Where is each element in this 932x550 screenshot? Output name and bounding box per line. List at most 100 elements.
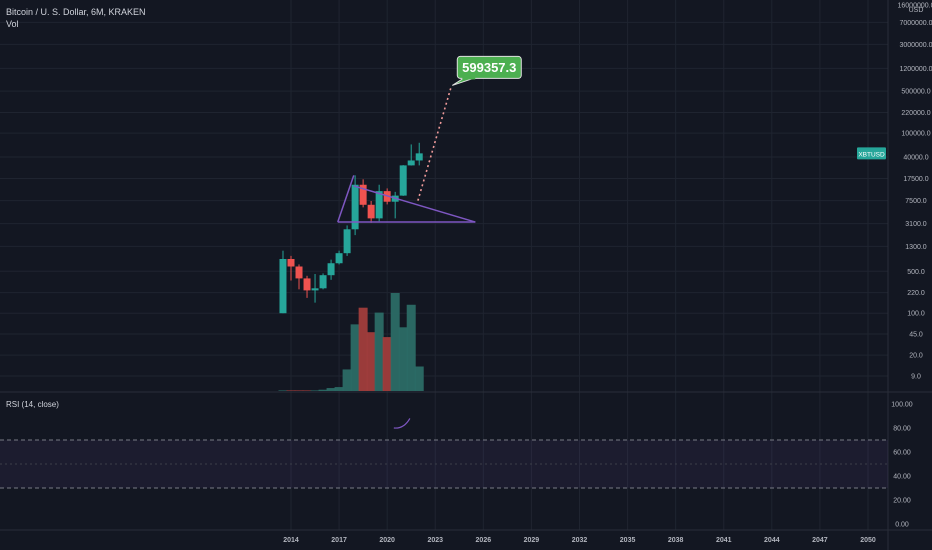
candle[interactable] bbox=[279, 250, 287, 314]
time-tick-label: 2029 bbox=[524, 537, 540, 544]
candle[interactable] bbox=[335, 250, 343, 265]
candle-body bbox=[335, 253, 343, 264]
rsi-tick-label: 20.00 bbox=[893, 498, 911, 505]
price-tick-label: 3100.0 bbox=[905, 221, 927, 228]
price-tick-label: 9.0 bbox=[911, 374, 921, 381]
volume-bars bbox=[278, 293, 424, 391]
candle-body bbox=[367, 204, 375, 219]
symbol-badge-box bbox=[857, 147, 886, 160]
trendline[interactable] bbox=[337, 175, 355, 223]
candle[interactable] bbox=[407, 144, 415, 166]
time-tick-label: 2038 bbox=[668, 537, 684, 544]
candle-body bbox=[359, 184, 367, 205]
volume-bar bbox=[302, 390, 312, 391]
candle-body bbox=[351, 184, 359, 230]
candle[interactable] bbox=[319, 273, 327, 290]
volume-bar bbox=[350, 324, 360, 391]
projection-value: 599357.3 bbox=[462, 60, 516, 75]
rsi-tick-label: 0.00 bbox=[895, 522, 909, 529]
projection-label-box bbox=[456, 55, 522, 79]
price-tick-label: 100000.0 bbox=[901, 131, 930, 138]
volume-bar bbox=[334, 387, 344, 391]
volume-bar bbox=[382, 337, 392, 391]
time-tick-label: 2023 bbox=[427, 537, 443, 544]
candle-body bbox=[279, 258, 287, 314]
candle-body bbox=[319, 275, 327, 289]
candle[interactable] bbox=[303, 275, 311, 298]
time-tick-label: 2035 bbox=[620, 537, 636, 544]
candle[interactable] bbox=[311, 274, 319, 303]
time-tick-label: 2017 bbox=[331, 537, 347, 544]
price-tick-label: 45.0 bbox=[909, 332, 923, 339]
candle-body bbox=[407, 160, 415, 166]
candle-body bbox=[343, 229, 351, 254]
time-axis: 2014 2017 2020 2023 2026 2029 2032 2035 2038 2041… bbox=[283, 537, 876, 544]
volume-bar bbox=[278, 390, 288, 391]
time-tick-label: 2032 bbox=[572, 537, 588, 544]
candle-body bbox=[287, 258, 295, 267]
candle-body bbox=[375, 191, 383, 219]
volume-bar bbox=[406, 304, 416, 391]
candle[interactable] bbox=[359, 179, 367, 208]
volume-bar bbox=[398, 327, 408, 391]
price-tick-label: 20.0 bbox=[909, 353, 923, 360]
candle[interactable] bbox=[367, 200, 375, 223]
candle-body bbox=[295, 266, 303, 279]
candle-body bbox=[327, 263, 335, 276]
rsi-tick-label: 40.00 bbox=[893, 474, 911, 481]
time-tick-label: 2020 bbox=[379, 537, 395, 544]
projection-label[interactable]: 599357.3 bbox=[452, 55, 522, 86]
candle[interactable] bbox=[295, 264, 303, 290]
grid bbox=[0, 0, 888, 530]
volume-bar bbox=[366, 332, 376, 391]
price-tick-label: 100.0 bbox=[907, 311, 925, 318]
price-tick-label: 500000.0 bbox=[901, 89, 930, 96]
candle[interactable] bbox=[351, 175, 359, 236]
volume-bar bbox=[390, 293, 400, 391]
time-tick-label: 2044 bbox=[764, 537, 780, 544]
candle[interactable] bbox=[343, 225, 351, 256]
symbol-badge[interactable]: XBTUSD bbox=[857, 147, 886, 160]
candle[interactable] bbox=[327, 259, 335, 280]
volume-bar bbox=[414, 366, 424, 391]
time-tick-label: 2026 bbox=[476, 537, 492, 544]
price-tick-label: 220.0 bbox=[907, 290, 925, 297]
rsi-tick-label: 100.00 bbox=[891, 402, 913, 409]
volume-bar bbox=[374, 312, 384, 391]
volume-bar bbox=[342, 369, 352, 391]
volume-bar bbox=[326, 388, 336, 391]
price-tick-label: 7000000.0 bbox=[899, 20, 932, 27]
rsi-title: RSI (14, close) bbox=[6, 400, 59, 409]
candle-body bbox=[415, 153, 423, 161]
trendline[interactable] bbox=[353, 185, 476, 223]
volume-label: Vol bbox=[6, 19, 19, 29]
projection-label-join bbox=[462, 77, 476, 80]
volume-bar bbox=[358, 307, 368, 391]
candle[interactable] bbox=[375, 184, 383, 222]
volume-bar bbox=[310, 390, 320, 391]
price-tick-label: 1300.0 bbox=[905, 244, 927, 251]
time-tick-label: 2047 bbox=[812, 537, 828, 544]
rsi-band bbox=[0, 440, 888, 488]
symbol-badge-text: XBTUSD bbox=[858, 151, 885, 158]
symbol-title: Bitcoin / U. S. Dollar, 6M, KRAKEN bbox=[6, 7, 146, 17]
time-tick-label: 2041 bbox=[716, 537, 732, 544]
candle[interactable] bbox=[287, 255, 295, 281]
price-tick-label: 17500.0 bbox=[903, 176, 928, 183]
price-tick-label: 7500.0 bbox=[905, 198, 927, 205]
volume-bar bbox=[294, 390, 304, 391]
candle[interactable] bbox=[415, 142, 423, 166]
volume-bar bbox=[286, 390, 296, 391]
currency-label: USD bbox=[909, 7, 924, 14]
time-tick-label: 2050 bbox=[860, 537, 876, 544]
time-tick-label: 2014 bbox=[283, 537, 299, 544]
volume-bar bbox=[318, 389, 328, 391]
candle[interactable] bbox=[399, 165, 407, 196]
rsi-pane: RSI (14, close) 100.00 80.00 60.00 40.00 20.0… bbox=[0, 400, 913, 529]
price-tick-label: 16000000.0 bbox=[898, 3, 932, 10]
price-tick-label: 500.0 bbox=[907, 269, 925, 276]
